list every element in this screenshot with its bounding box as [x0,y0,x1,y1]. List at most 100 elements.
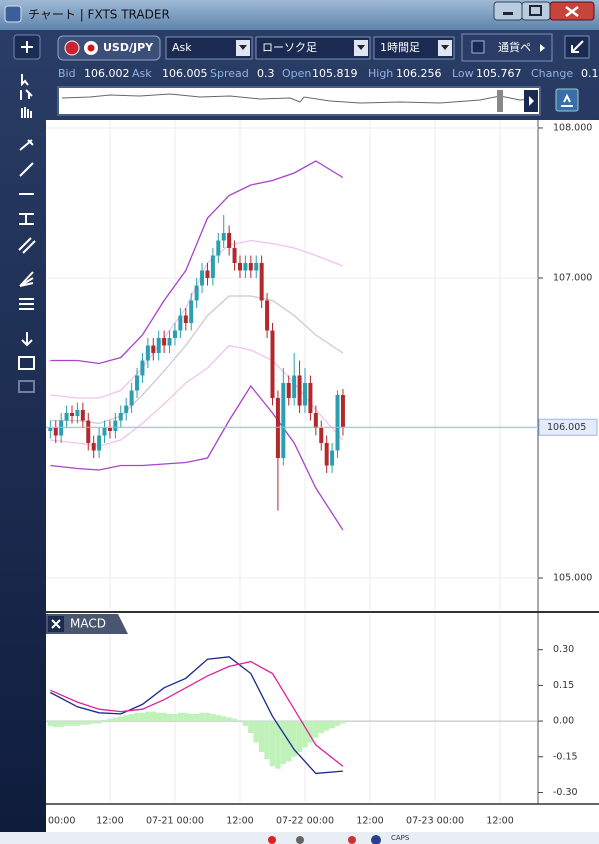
navigator-handle[interactable] [497,90,503,112]
histogram-bar [307,721,314,743]
navigator[interactable] [57,86,541,116]
histogram-bar [280,721,287,764]
candle-body [156,337,161,353]
candle-body [303,383,308,406]
x-tick-label: 12:00 [96,816,123,827]
tool-line[interactable] [19,162,34,177]
candle-body [189,300,194,323]
x-tick-label: 12:00 [226,816,253,827]
flag-jp-dot [87,44,95,52]
candle-body [183,315,188,323]
candle-body [281,383,286,459]
candle-body [259,262,264,301]
candle-body [162,337,167,346]
histogram-bar [74,721,81,726]
tray-icon [268,836,276,844]
line-series [50,344,344,447]
candle-body [91,443,96,451]
candle-body [135,375,140,391]
maximize-button[interactable] [521,1,551,21]
histogram-bar [215,715,222,722]
histogram-bar [199,712,205,722]
candle-body [129,390,134,406]
candle-body [140,360,145,376]
minimize-button[interactable] [493,1,523,21]
timeframe-dropdown[interactable] [373,36,455,60]
tool-download[interactable] [21,332,33,347]
tool-camera[interactable] [18,380,35,393]
y-tick-label: 108.000 [553,122,592,133]
histogram-bar [221,716,227,722]
candle-body [97,435,102,451]
histogram-bar [128,713,135,722]
candle-body [48,428,53,432]
histogram-bar [166,713,173,722]
scroll-arrow [540,44,545,52]
tool-fan[interactable] [19,271,34,287]
candle-body [265,300,270,331]
navigator-button[interactable] [555,88,579,112]
pair-button[interactable] [57,35,161,61]
pair-select-checkbox[interactable] [471,40,485,54]
candle-body [86,420,91,444]
candle-body [221,232,226,241]
candle-body [53,428,58,436]
candle-body [319,428,324,444]
candle-body [313,413,318,429]
histogram-bar [150,711,156,722]
maximize-icon [529,5,542,16]
y-tick-label: 105.000 [553,573,592,584]
close-icon [565,6,579,17]
tool-trend[interactable] [19,139,34,151]
quote-value: 106.002 [84,67,130,80]
histogram-bar [248,721,254,733]
histogram-bar [313,721,319,738]
tool-icons [18,74,36,393]
histogram-bar [296,721,303,753]
candle-body [64,413,69,421]
histogram-bar [118,716,124,722]
tool-list[interactable] [18,356,35,370]
y-tick-label: 107.000 [553,272,592,283]
histogram-bar [161,712,167,722]
histogram-bar [253,721,259,743]
candle-body [308,383,313,414]
candle-body [167,337,172,346]
tool-fib[interactable] [19,298,34,310]
line-series [50,384,344,531]
flag-us [64,40,80,56]
histogram-bar [80,721,86,725]
histogram-bar [101,719,108,722]
candle-body [118,413,123,421]
histogram-bar [112,717,119,722]
histogram-bar [172,713,178,722]
navigator-line [61,93,535,104]
chart-style-label: ローソク足 [262,41,317,54]
tool-crosshair[interactable] [20,89,33,100]
histogram-bar [193,713,200,722]
detach-icon [571,40,584,53]
histogram-bar [340,721,346,724]
histogram-bar [323,721,330,731]
tool-hand[interactable] [21,107,32,118]
histogram-bar [204,712,211,722]
histogram-bar [156,712,162,722]
price-side-dropdown[interactable] [165,36,253,60]
x-tick-label: 07-21 00:00 [146,816,204,827]
minimize-icon [503,12,513,15]
tool-channel[interactable] [19,213,34,225]
histogram-bar [302,721,308,748]
tool-parallel[interactable] [18,237,36,254]
candle-body [248,262,253,271]
y-tick-label: 0.00 [553,716,574,727]
histogram-bar [329,721,335,729]
candle-body [324,443,329,466]
histogram-bar [269,721,276,767]
caps-indicator: CAPS [391,834,410,842]
candle-body [205,270,210,278]
chart-style-dropdown[interactable] [255,36,371,60]
tool-pointer[interactable] [21,74,29,87]
histogram-bar [210,713,216,722]
histogram-bar [145,711,151,722]
histogram-bar [96,721,102,724]
